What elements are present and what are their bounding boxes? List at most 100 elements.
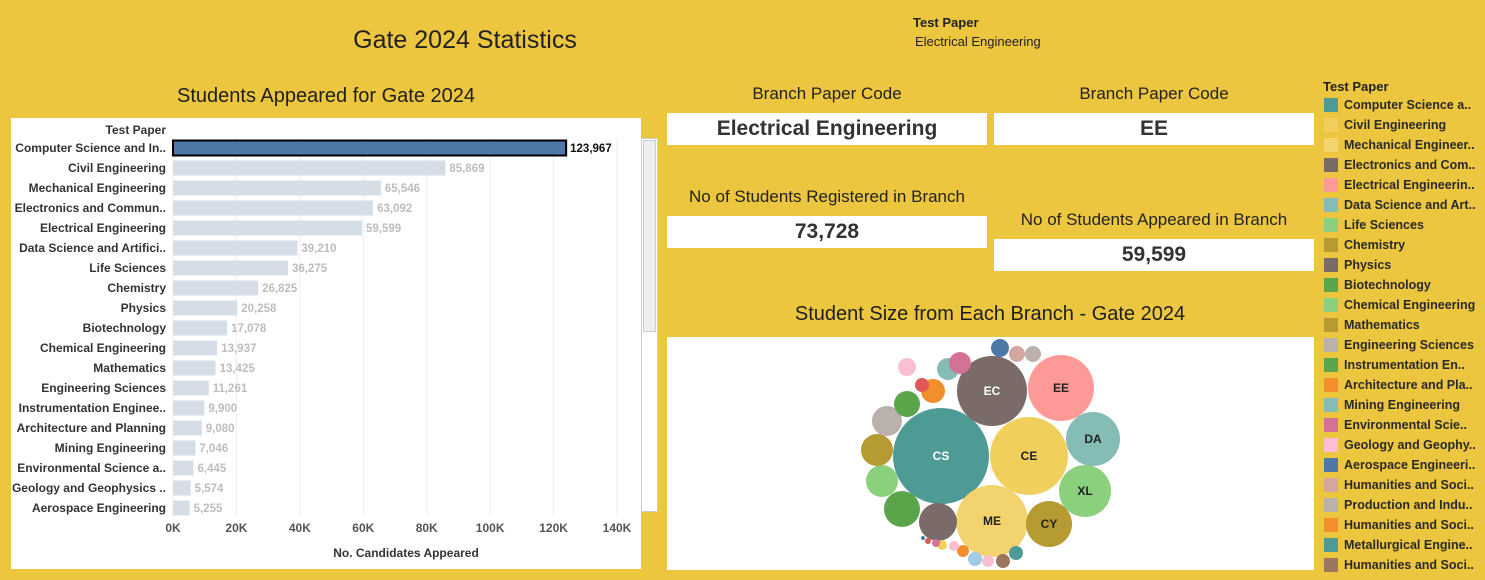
bubble[interactable] [861,434,893,466]
legend-item[interactable]: Metallurgical Engine.. [1324,535,1484,555]
bar[interactable] [173,180,381,196]
bubble[interactable] [1059,465,1111,517]
category-label[interactable]: Engineering Sciences [41,381,166,395]
bar[interactable] [173,200,374,216]
category-label[interactable]: Instrumentation Enginee.. [19,401,166,415]
bubble[interactable] [968,552,982,566]
bar[interactable] [173,340,218,356]
category-label[interactable]: Civil Engineering [68,161,166,175]
category-label[interactable]: Mathematics [93,361,166,375]
category-label[interactable]: Computer Science and In.. [15,141,166,155]
category-label[interactable]: Environmental Science a.. [17,461,166,475]
legend-item[interactable]: Physics [1324,255,1484,275]
bubble[interactable] [991,339,1009,357]
legend-item[interactable]: Engineering Sciences [1324,335,1484,355]
bar[interactable] [173,240,298,256]
bar-value-label: 63,092 [377,203,412,215]
bar[interactable] [173,280,259,296]
bubble[interactable] [932,539,940,547]
legend-item[interactable]: Biotechnology [1324,275,1484,295]
legend-item[interactable]: Life Sciences [1324,215,1484,235]
bar[interactable] [172,139,568,157]
bubble[interactable] [893,408,989,504]
bubble[interactable] [915,378,929,392]
legend-item[interactable]: Electronics and Com.. [1324,155,1484,175]
legend-item[interactable]: Data Science and Art.. [1324,195,1484,215]
filter-value[interactable]: Electrical Engineering [915,34,1041,49]
bar[interactable] [173,400,205,416]
bubble[interactable] [921,536,925,540]
bubble[interactable] [1028,355,1094,421]
bubble[interactable] [1026,501,1072,547]
bubble[interactable] [866,465,898,497]
bubble[interactable] [1066,412,1120,466]
scrollbar-thumb[interactable] [643,140,656,332]
category-label[interactable]: Physics [121,301,167,315]
category-label[interactable]: Architecture and Planning [17,421,166,435]
category-label[interactable]: Chemical Engineering [40,341,166,355]
bubble[interactable] [884,491,920,527]
category-label[interactable]: Aerospace Engineering [32,501,166,515]
bubble[interactable] [925,538,931,544]
legend-item[interactable]: Environmental Scie.. [1324,415,1484,435]
category-label[interactable]: Life Sciences [89,261,166,275]
legend-item[interactable]: Humanities and Soci.. [1324,475,1484,495]
legend-item[interactable]: Instrumentation En.. [1324,355,1484,375]
bubble[interactable] [1025,346,1041,362]
legend-item[interactable]: Humanities and Soci.. [1324,555,1484,575]
bar[interactable] [173,260,289,276]
legend-item[interactable]: Geology and Geophy.. [1324,435,1484,455]
row-header: Test Paper [106,123,167,137]
bubble[interactable] [990,417,1068,495]
legend-item[interactable]: Civil Engineering [1324,115,1484,135]
legend-item[interactable]: Computer Science a.. [1324,95,1484,115]
bubble[interactable] [957,356,1027,426]
bars[interactable]: Computer Science and In.. 123,967 Civil En… [12,139,612,516]
bubble[interactable] [956,485,1028,557]
bar[interactable] [173,440,196,456]
bubble[interactable] [894,391,920,417]
x-axis: 0K 20K 40K 60K 80K 100K 120K 140K [165,521,631,535]
bubble[interactable] [982,555,994,567]
bubble[interactable] [919,503,957,541]
legend-item[interactable]: Production and Indu.. [1324,495,1484,515]
bubble[interactable] [898,358,916,376]
bubble[interactable] [872,406,902,436]
legend-item[interactable]: Architecture and Pla.. [1324,375,1484,395]
legend-item[interactable]: Electrical Engineerin.. [1324,175,1484,195]
legend-item[interactable]: Chemical Engineering [1324,295,1484,315]
legend-item[interactable]: Mathematics [1324,315,1484,335]
bar[interactable] [173,500,190,516]
legend-item[interactable]: Humanities and Soci.. [1324,515,1484,535]
kpi-value-appeared: 59,599 [994,239,1314,271]
bar[interactable] [173,460,194,476]
bar[interactable] [173,420,202,436]
bubble[interactable] [1009,346,1025,362]
bar[interactable] [173,380,209,396]
bar[interactable] [173,360,216,376]
category-label[interactable]: Geology and Geophysics .. [12,481,166,495]
category-label[interactable]: Mining Engineering [55,441,166,455]
category-label[interactable]: Mechanical Engineering [29,181,166,195]
legend-item[interactable]: Mining Engineering [1324,395,1484,415]
legend-swatch [1324,118,1338,132]
bubble[interactable] [949,352,971,374]
bubble[interactable] [1009,546,1023,560]
legend-item[interactable]: Mechanical Engineer.. [1324,135,1484,155]
bar[interactable] [173,300,238,316]
bar[interactable] [173,480,191,496]
legend-item[interactable]: Aerospace Engineeri.. [1324,455,1484,475]
bubble[interactable] [957,545,969,557]
category-label[interactable]: Electrical Engineering [40,221,166,235]
bar[interactable] [173,160,446,176]
bar[interactable] [173,320,228,336]
legend-item[interactable]: Chemistry [1324,235,1484,255]
bar-value-label: 9,900 [208,403,237,415]
category-label[interactable]: Chemistry [107,281,166,295]
category-label[interactable]: Biotechnology [83,321,167,335]
bubble[interactable] [949,541,959,551]
category-label[interactable]: Electronics and Commun.. [15,201,166,215]
bar[interactable] [173,220,363,236]
bubble[interactable] [996,554,1010,568]
category-label[interactable]: Data Science and Artifici.. [19,241,166,255]
